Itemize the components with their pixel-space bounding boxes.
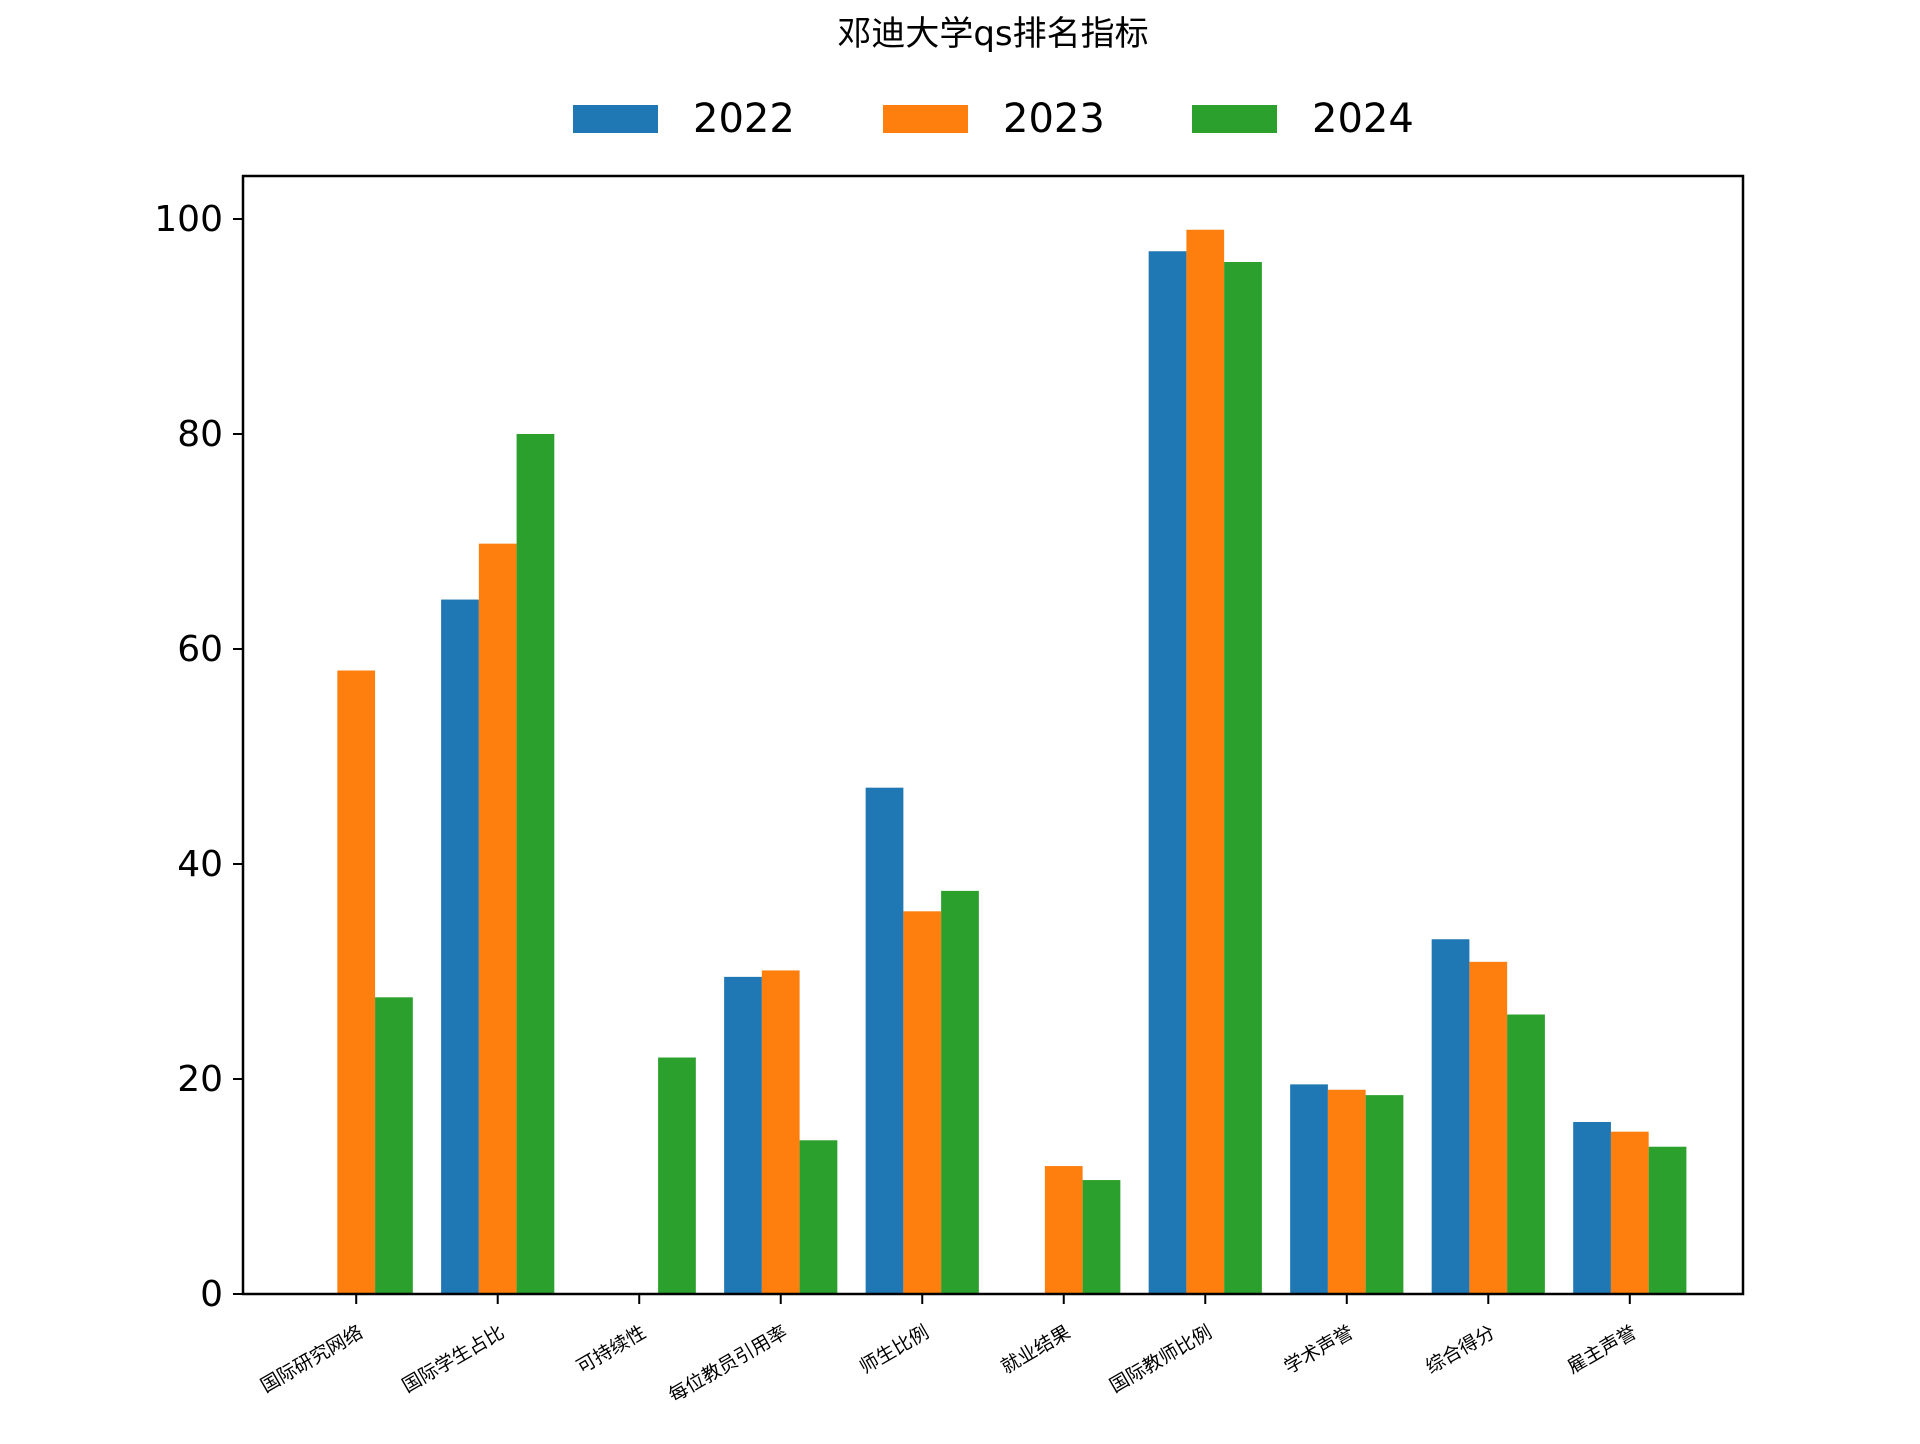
plot-frame bbox=[241, 174, 1745, 1296]
bar-2022-8 bbox=[1431, 939, 1470, 1294]
bar-2024-8 bbox=[1507, 1014, 1545, 1294]
bar-2023-7 bbox=[1327, 1089, 1366, 1294]
y-tick-label: 40 bbox=[177, 844, 223, 885]
bar-2022-1 bbox=[441, 599, 479, 1294]
legend-swatch-2022 bbox=[573, 105, 658, 133]
legend-swatch-2024 bbox=[1192, 105, 1277, 133]
bar-2023-8 bbox=[1469, 961, 1508, 1294]
bar-2024-6 bbox=[1224, 262, 1262, 1294]
bar-2024-0 bbox=[375, 997, 413, 1294]
bar-2024-1 bbox=[516, 434, 555, 1294]
bar-2024-3 bbox=[799, 1140, 838, 1294]
bar-2023-0 bbox=[337, 670, 376, 1294]
x-tick-label: 雇主声誉 bbox=[1563, 1321, 1640, 1378]
x-tick-label: 学术声誉 bbox=[1280, 1321, 1357, 1378]
x-axis: 国际研究网络 国际学生占比 可持续性 每位教员引用率 师生比例 就业结果 国际教师比例 学术声… bbox=[257, 1294, 1640, 1407]
bar-2022-3 bbox=[724, 976, 762, 1294]
chart-title: 邓迪大学qs排名指标 bbox=[837, 14, 1148, 54]
x-tick-label: 师生比例 bbox=[856, 1321, 933, 1378]
y-tick-label: 80 bbox=[177, 414, 223, 455]
bar-2024-5 bbox=[1082, 1180, 1121, 1294]
x-tick-label: 国际教师比例 bbox=[1106, 1321, 1216, 1397]
bar-2022-9 bbox=[1573, 1122, 1611, 1294]
y-tick-label: 100 bbox=[154, 199, 223, 240]
bar-2022-7 bbox=[1290, 1084, 1328, 1294]
bar-2022-4 bbox=[865, 787, 904, 1294]
x-tick-label: 就业结果 bbox=[997, 1321, 1074, 1378]
x-tick-label: 国际研究网络 bbox=[257, 1321, 367, 1397]
bar-2024-7 bbox=[1365, 1095, 1404, 1294]
bar-2024-4 bbox=[941, 890, 979, 1294]
bar-2023-1 bbox=[478, 543, 517, 1294]
legend-label-2023: 2023 bbox=[1003, 96, 1105, 142]
y-tick-label: 0 bbox=[200, 1274, 223, 1315]
y-tick-label: 20 bbox=[177, 1059, 223, 1100]
legend-swatch-2023 bbox=[883, 105, 968, 133]
bar-2024-9 bbox=[1648, 1146, 1687, 1294]
legend-label-2022: 2022 bbox=[693, 96, 795, 142]
bar-2023-6 bbox=[1186, 229, 1225, 1294]
bar-2022-6 bbox=[1148, 251, 1187, 1294]
x-tick-label: 可持续性 bbox=[573, 1321, 650, 1378]
bar-2024-2 bbox=[658, 1057, 696, 1294]
x-tick-label: 综合得分 bbox=[1422, 1321, 1499, 1378]
bar-2023-3 bbox=[761, 970, 800, 1294]
legend-label-2024: 2024 bbox=[1312, 96, 1414, 142]
legend: 2022 2023 2024 bbox=[573, 96, 1414, 142]
bar-2023-4 bbox=[903, 911, 942, 1294]
bar-2023-5 bbox=[1044, 1166, 1083, 1294]
x-tick-label: 每位教员引用率 bbox=[665, 1321, 791, 1407]
x-tick-label: 国际学生占比 bbox=[398, 1321, 508, 1397]
y-axis: 0 20 40 60 80 100 bbox=[154, 199, 243, 1315]
y-tick-label: 60 bbox=[177, 629, 223, 670]
bar-2023-9 bbox=[1610, 1131, 1649, 1294]
bars-group bbox=[337, 229, 1687, 1294]
